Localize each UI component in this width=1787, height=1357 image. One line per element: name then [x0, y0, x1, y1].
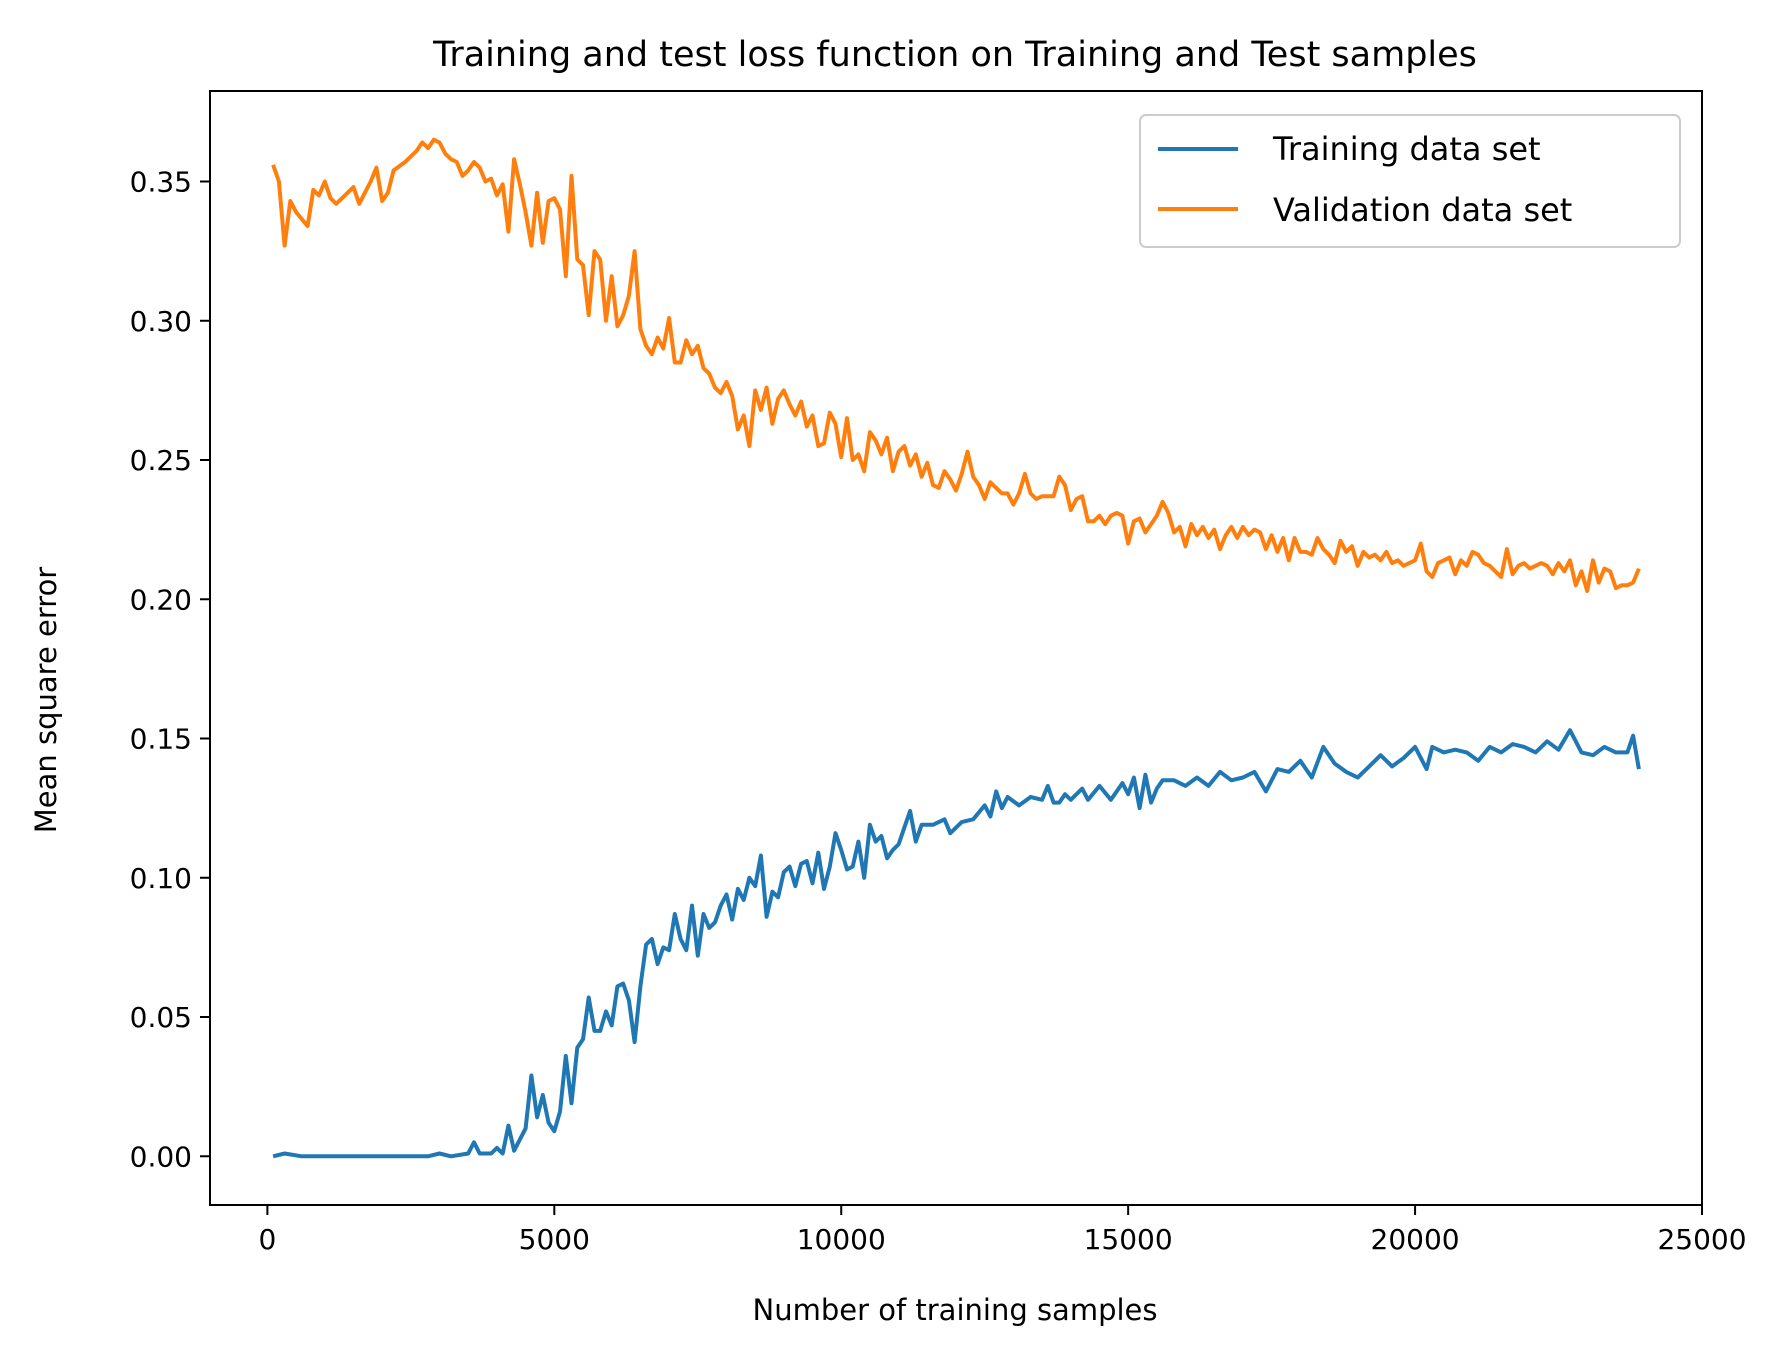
y-tick-label: 0.15 — [130, 723, 192, 756]
x-tick-label: 20000 — [1371, 1223, 1460, 1256]
y-tick-label: 0.00 — [130, 1140, 192, 1173]
x-axis: 0 5000 10000 15000 20000 25000 — [258, 1205, 1747, 1256]
x-axis-title: Number of training samples — [753, 1293, 1158, 1327]
axes-frame — [209, 90, 1703, 1206]
series-line-training — [272, 728, 1641, 1159]
x-tick-label: 10000 — [797, 1223, 886, 1256]
legend-label-training: Training data set — [1272, 130, 1541, 168]
legend-box — [1139, 114, 1681, 248]
x-tick-label: 0 — [258, 1223, 276, 1256]
x-tick-label: 5000 — [519, 1223, 590, 1256]
series-line-validation — [271, 137, 1641, 593]
x-tick-label: 15000 — [1084, 1223, 1173, 1256]
x-tick-label: 25000 — [1657, 1223, 1746, 1256]
y-tick-label: 0.25 — [130, 444, 192, 477]
y-axis-title: Mean square error — [29, 567, 63, 834]
y-tick-label: 0.05 — [130, 1001, 192, 1034]
chart-title: Training and test loss function on Train… — [432, 35, 1477, 75]
y-tick-label: 0.30 — [130, 305, 192, 338]
y-tick-label: 0.10 — [130, 862, 192, 895]
plot-area — [209, 90, 1703, 1206]
y-axis: 0.00 0.05 0.10 0.15 0.20 0.25 0.30 0.35 — [130, 166, 210, 1173]
series-layer — [271, 137, 1641, 1159]
legend-label-validation: Validation data set — [1273, 191, 1572, 229]
legend: Training data set Validation data set — [1139, 114, 1681, 248]
y-tick-label: 0.20 — [130, 583, 192, 616]
y-tick-label: 0.35 — [130, 166, 192, 199]
